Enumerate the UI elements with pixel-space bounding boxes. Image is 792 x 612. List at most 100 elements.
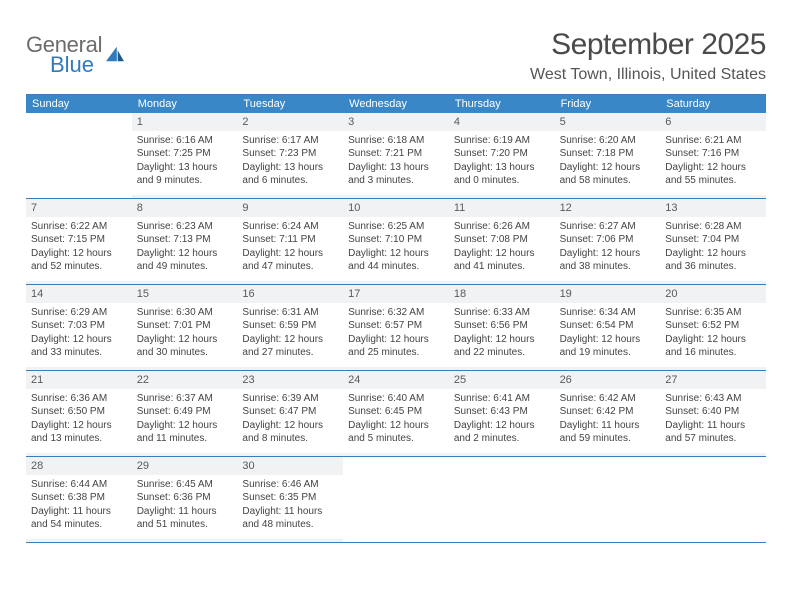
sunrise-text: Sunrise: 6:16 AM	[137, 134, 233, 148]
sunrise-text: Sunrise: 6:37 AM	[137, 392, 233, 406]
sunrise-text: Sunrise: 6:36 AM	[31, 392, 127, 406]
day-cell: 25Sunrise: 6:41 AMSunset: 6:43 PMDayligh…	[449, 371, 555, 456]
sunset-text: Sunset: 6:42 PM	[560, 405, 656, 419]
day-body: Sunrise: 6:17 AMSunset: 7:23 PMDaylight:…	[237, 131, 343, 195]
sunset-text: Sunset: 6:49 PM	[137, 405, 233, 419]
sunrise-text: Sunrise: 6:19 AM	[454, 134, 550, 148]
day-number: 13	[665, 201, 761, 216]
weekday-header: Friday	[555, 95, 661, 113]
daylight-text: Daylight: 13 hours and 3 minutes.	[348, 161, 444, 188]
calendar-grid: SundayMondayTuesdayWednesdayThursdayFrid…	[26, 94, 766, 543]
day-body: Sunrise: 6:31 AMSunset: 6:59 PMDaylight:…	[237, 303, 343, 367]
day-body: Sunrise: 6:25 AMSunset: 7:10 PMDaylight:…	[343, 217, 449, 281]
day-body: Sunrise: 6:34 AMSunset: 6:54 PMDaylight:…	[555, 303, 661, 367]
day-cell: 13Sunrise: 6:28 AMSunset: 7:04 PMDayligh…	[660, 199, 766, 284]
logo-text-block: General Blue	[26, 32, 102, 78]
daylight-text: Daylight: 12 hours and 41 minutes.	[454, 247, 550, 274]
sunset-text: Sunset: 6:35 PM	[242, 491, 338, 505]
day-cell: 15Sunrise: 6:30 AMSunset: 7:01 PMDayligh…	[132, 285, 238, 370]
day-body: Sunrise: 6:32 AMSunset: 6:57 PMDaylight:…	[343, 303, 449, 367]
day-number: 29	[137, 459, 233, 474]
day-cell	[343, 457, 449, 542]
sunrise-text: Sunrise: 6:31 AM	[242, 306, 338, 320]
logo: General Blue	[26, 32, 126, 78]
sunset-text: Sunset: 6:59 PM	[242, 319, 338, 333]
day-cell: 18Sunrise: 6:33 AMSunset: 6:56 PMDayligh…	[449, 285, 555, 370]
day-cell: 10Sunrise: 6:25 AMSunset: 7:10 PMDayligh…	[343, 199, 449, 284]
day-number: 6	[665, 115, 761, 130]
sunrise-text: Sunrise: 6:40 AM	[348, 392, 444, 406]
week-row: 21Sunrise: 6:36 AMSunset: 6:50 PMDayligh…	[26, 371, 766, 457]
daylight-text: Daylight: 13 hours and 6 minutes.	[242, 161, 338, 188]
daylight-text: Daylight: 12 hours and 58 minutes.	[560, 161, 656, 188]
sunset-text: Sunset: 7:15 PM	[31, 233, 127, 247]
weekday-header: Tuesday	[237, 95, 343, 113]
sunrise-text: Sunrise: 6:35 AM	[665, 306, 761, 320]
day-body: Sunrise: 6:42 AMSunset: 6:42 PMDaylight:…	[555, 389, 661, 453]
sunset-text: Sunset: 6:54 PM	[560, 319, 656, 333]
weeks-container: 1Sunrise: 6:16 AMSunset: 7:25 PMDaylight…	[26, 113, 766, 543]
day-body: Sunrise: 6:43 AMSunset: 6:40 PMDaylight:…	[660, 389, 766, 453]
day-number: 9	[242, 201, 338, 216]
day-body: Sunrise: 6:46 AMSunset: 6:35 PMDaylight:…	[237, 475, 343, 539]
sunrise-text: Sunrise: 6:23 AM	[137, 220, 233, 234]
day-number: 26	[560, 373, 656, 388]
day-body: Sunrise: 6:23 AMSunset: 7:13 PMDaylight:…	[132, 217, 238, 281]
sunrise-text: Sunrise: 6:44 AM	[31, 478, 127, 492]
sunset-text: Sunset: 7:21 PM	[348, 147, 444, 161]
daylight-text: Daylight: 12 hours and 16 minutes.	[665, 333, 761, 360]
day-cell: 3Sunrise: 6:18 AMSunset: 7:21 PMDaylight…	[343, 113, 449, 198]
day-cell: 28Sunrise: 6:44 AMSunset: 6:38 PMDayligh…	[26, 457, 132, 542]
sunrise-text: Sunrise: 6:30 AM	[137, 306, 233, 320]
day-cell: 12Sunrise: 6:27 AMSunset: 7:06 PMDayligh…	[555, 199, 661, 284]
day-number: 8	[137, 201, 233, 216]
sunset-text: Sunset: 6:52 PM	[665, 319, 761, 333]
day-number: 17	[348, 287, 444, 302]
day-cell	[26, 113, 132, 198]
day-cell: 9Sunrise: 6:24 AMSunset: 7:11 PMDaylight…	[237, 199, 343, 284]
day-body: Sunrise: 6:41 AMSunset: 6:43 PMDaylight:…	[449, 389, 555, 453]
sunset-text: Sunset: 6:50 PM	[31, 405, 127, 419]
day-body: Sunrise: 6:29 AMSunset: 7:03 PMDaylight:…	[26, 303, 132, 367]
day-number: 24	[348, 373, 444, 388]
day-body: Sunrise: 6:20 AMSunset: 7:18 PMDaylight:…	[555, 131, 661, 195]
weekday-header: Thursday	[449, 95, 555, 113]
daylight-text: Daylight: 12 hours and 36 minutes.	[665, 247, 761, 274]
day-cell: 20Sunrise: 6:35 AMSunset: 6:52 PMDayligh…	[660, 285, 766, 370]
day-number: 2	[242, 115, 338, 130]
day-cell	[660, 457, 766, 542]
day-body: Sunrise: 6:19 AMSunset: 7:20 PMDaylight:…	[449, 131, 555, 195]
day-cell: 29Sunrise: 6:45 AMSunset: 6:36 PMDayligh…	[132, 457, 238, 542]
sunrise-text: Sunrise: 6:41 AM	[454, 392, 550, 406]
day-body: Sunrise: 6:24 AMSunset: 7:11 PMDaylight:…	[237, 217, 343, 281]
day-number: 18	[454, 287, 550, 302]
daylight-text: Daylight: 12 hours and 22 minutes.	[454, 333, 550, 360]
sunrise-text: Sunrise: 6:42 AM	[560, 392, 656, 406]
sunrise-text: Sunrise: 6:18 AM	[348, 134, 444, 148]
weekday-header-row: SundayMondayTuesdayWednesdayThursdayFrid…	[26, 95, 766, 113]
day-cell: 27Sunrise: 6:43 AMSunset: 6:40 PMDayligh…	[660, 371, 766, 456]
sunset-text: Sunset: 7:03 PM	[31, 319, 127, 333]
day-body: Sunrise: 6:18 AMSunset: 7:21 PMDaylight:…	[343, 131, 449, 195]
header-row: General Blue September 2025 West Town, I…	[26, 28, 766, 84]
sunrise-text: Sunrise: 6:39 AM	[242, 392, 338, 406]
sunset-text: Sunset: 6:38 PM	[31, 491, 127, 505]
title-block: September 2025 West Town, Illinois, Unit…	[530, 28, 766, 84]
logo-sail-icon	[104, 45, 126, 63]
daylight-text: Daylight: 12 hours and 47 minutes.	[242, 247, 338, 274]
day-number: 12	[560, 201, 656, 216]
daylight-text: Daylight: 11 hours and 51 minutes.	[137, 505, 233, 532]
day-number: 30	[242, 459, 338, 474]
day-number: 14	[31, 287, 127, 302]
sunset-text: Sunset: 7:10 PM	[348, 233, 444, 247]
sunset-text: Sunset: 6:40 PM	[665, 405, 761, 419]
sunset-text: Sunset: 7:20 PM	[454, 147, 550, 161]
day-body: Sunrise: 6:21 AMSunset: 7:16 PMDaylight:…	[660, 131, 766, 195]
daylight-text: Daylight: 12 hours and 13 minutes.	[31, 419, 127, 446]
day-number: 22	[137, 373, 233, 388]
day-cell: 6Sunrise: 6:21 AMSunset: 7:16 PMDaylight…	[660, 113, 766, 198]
day-cell: 8Sunrise: 6:23 AMSunset: 7:13 PMDaylight…	[132, 199, 238, 284]
daylight-text: Daylight: 11 hours and 59 minutes.	[560, 419, 656, 446]
sunrise-text: Sunrise: 6:43 AM	[665, 392, 761, 406]
sunset-text: Sunset: 6:45 PM	[348, 405, 444, 419]
